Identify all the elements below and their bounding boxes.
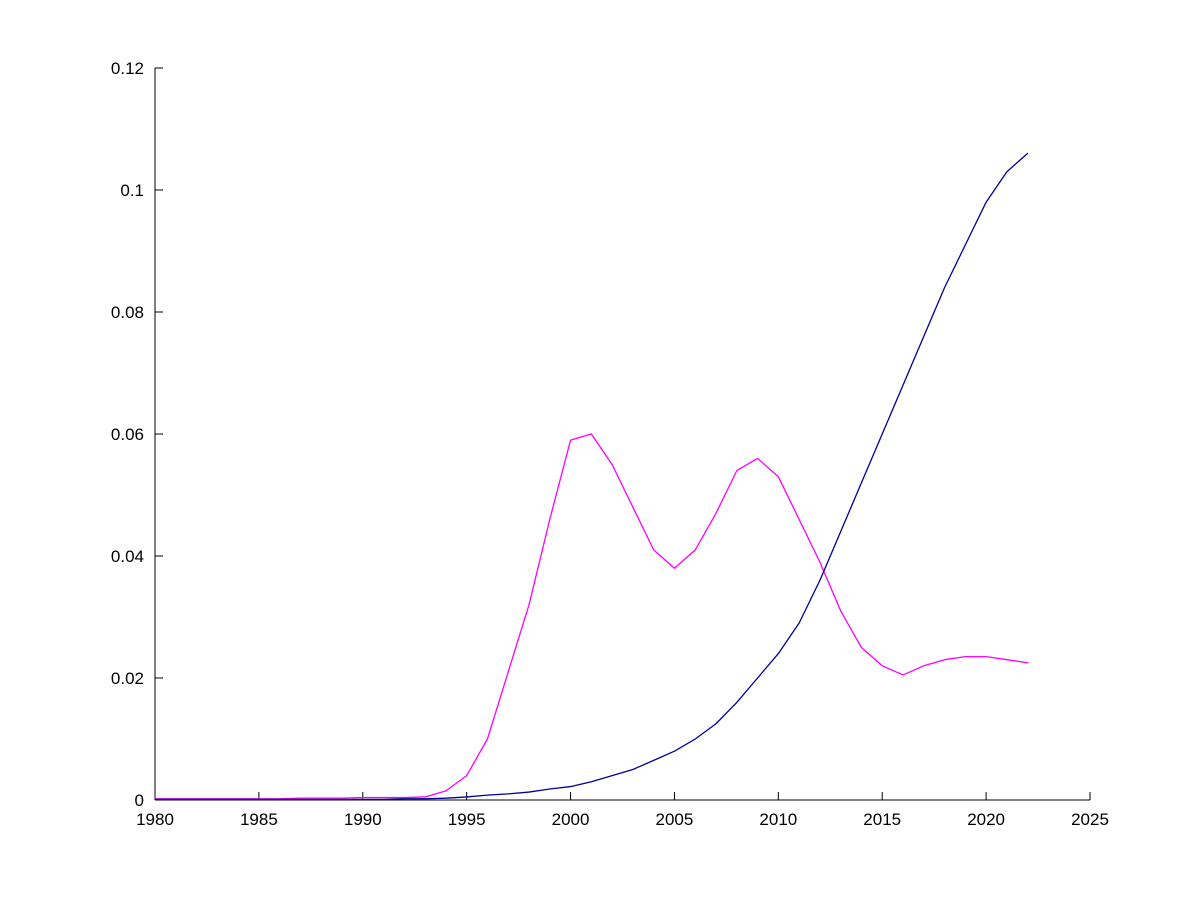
y-tick-label: 0.04	[111, 547, 144, 566]
x-tick-label: 2020	[967, 810, 1005, 829]
x-tick-label: 1995	[448, 810, 486, 829]
y-tick-label: 0.02	[111, 669, 144, 688]
x-tick-label: 1980	[136, 810, 174, 829]
y-tick-label: 0.1	[120, 181, 144, 200]
x-tick-label: 2010	[759, 810, 797, 829]
x-tick-label: 2000	[552, 810, 590, 829]
magenta-series-line	[154, 433, 1029, 800]
x-tick-label: 2015	[863, 810, 901, 829]
y-tick-label: 0.08	[111, 303, 144, 322]
y-tick-label: 0	[135, 791, 144, 810]
x-tick-label: 2025	[1071, 810, 1109, 829]
x-tick-label: 2005	[656, 810, 694, 829]
x-tick-label: 1985	[240, 810, 278, 829]
y-tick-label: 0.06	[111, 425, 144, 444]
y-tick-label: 0.12	[111, 59, 144, 78]
blue-series-line	[154, 152, 1029, 801]
x-tick-label: 1990	[344, 810, 382, 829]
